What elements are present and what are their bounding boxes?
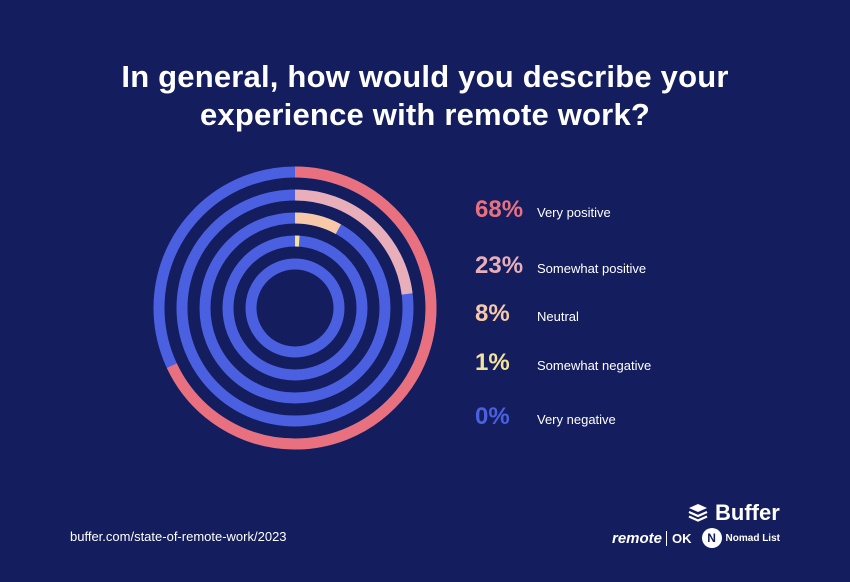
legend-label-4: Somewhat negative (537, 358, 652, 373)
nomad-list-logo-text: Nomad List (725, 532, 780, 544)
legend-item-1: 68% Very positive (475, 196, 611, 224)
legend-item-5: 0% Very negative (475, 403, 616, 431)
ring-track-5 (245, 258, 345, 358)
legend-value-5: 0% (475, 403, 510, 430)
radial-chart (153, 166, 437, 450)
buffer-stack-icon (688, 504, 708, 522)
legend-value-3: 8% (475, 300, 510, 327)
partner-logos: remote OK N Nomad List (612, 528, 780, 548)
nomad-list-icon: N (701, 528, 722, 548)
remoteok-logo-remote: remote (612, 529, 663, 547)
legend-label-1: Very positive (537, 205, 611, 220)
buffer-logo: Buffer (687, 500, 780, 526)
legend-value-1: 68% (475, 196, 524, 223)
chart-title-line-1: In general, how would you describe your (121, 59, 729, 94)
legend-label-5: Very negative (537, 412, 616, 427)
legend-item-4: 1% Somewhat negative (475, 349, 651, 377)
ring-arc-2 (176, 189, 414, 427)
chart-title-line-2: experience with remote work? (199, 97, 651, 132)
legend-value-4: 1% (475, 349, 510, 376)
ring-arc-4 (222, 235, 368, 381)
remoteok-logo-ok: OK (666, 530, 692, 546)
buffer-logo-text: Buffer (715, 500, 780, 525)
legend-item-3: 8% Neutral (475, 300, 579, 328)
ring-arc-3 (199, 212, 391, 404)
legend-value-2: 23% (475, 252, 524, 279)
ring-arc-1 (153, 166, 437, 450)
source-url: buffer.com/state-of-remote-work/2023 (70, 529, 287, 544)
legend-label-3: Neutral (537, 309, 579, 324)
chart-title: In general, how would you describe your … (40, 58, 810, 134)
legend-item-2: 23% Somewhat positive (475, 252, 646, 280)
legend-label-2: Somewhat positive (537, 261, 647, 276)
